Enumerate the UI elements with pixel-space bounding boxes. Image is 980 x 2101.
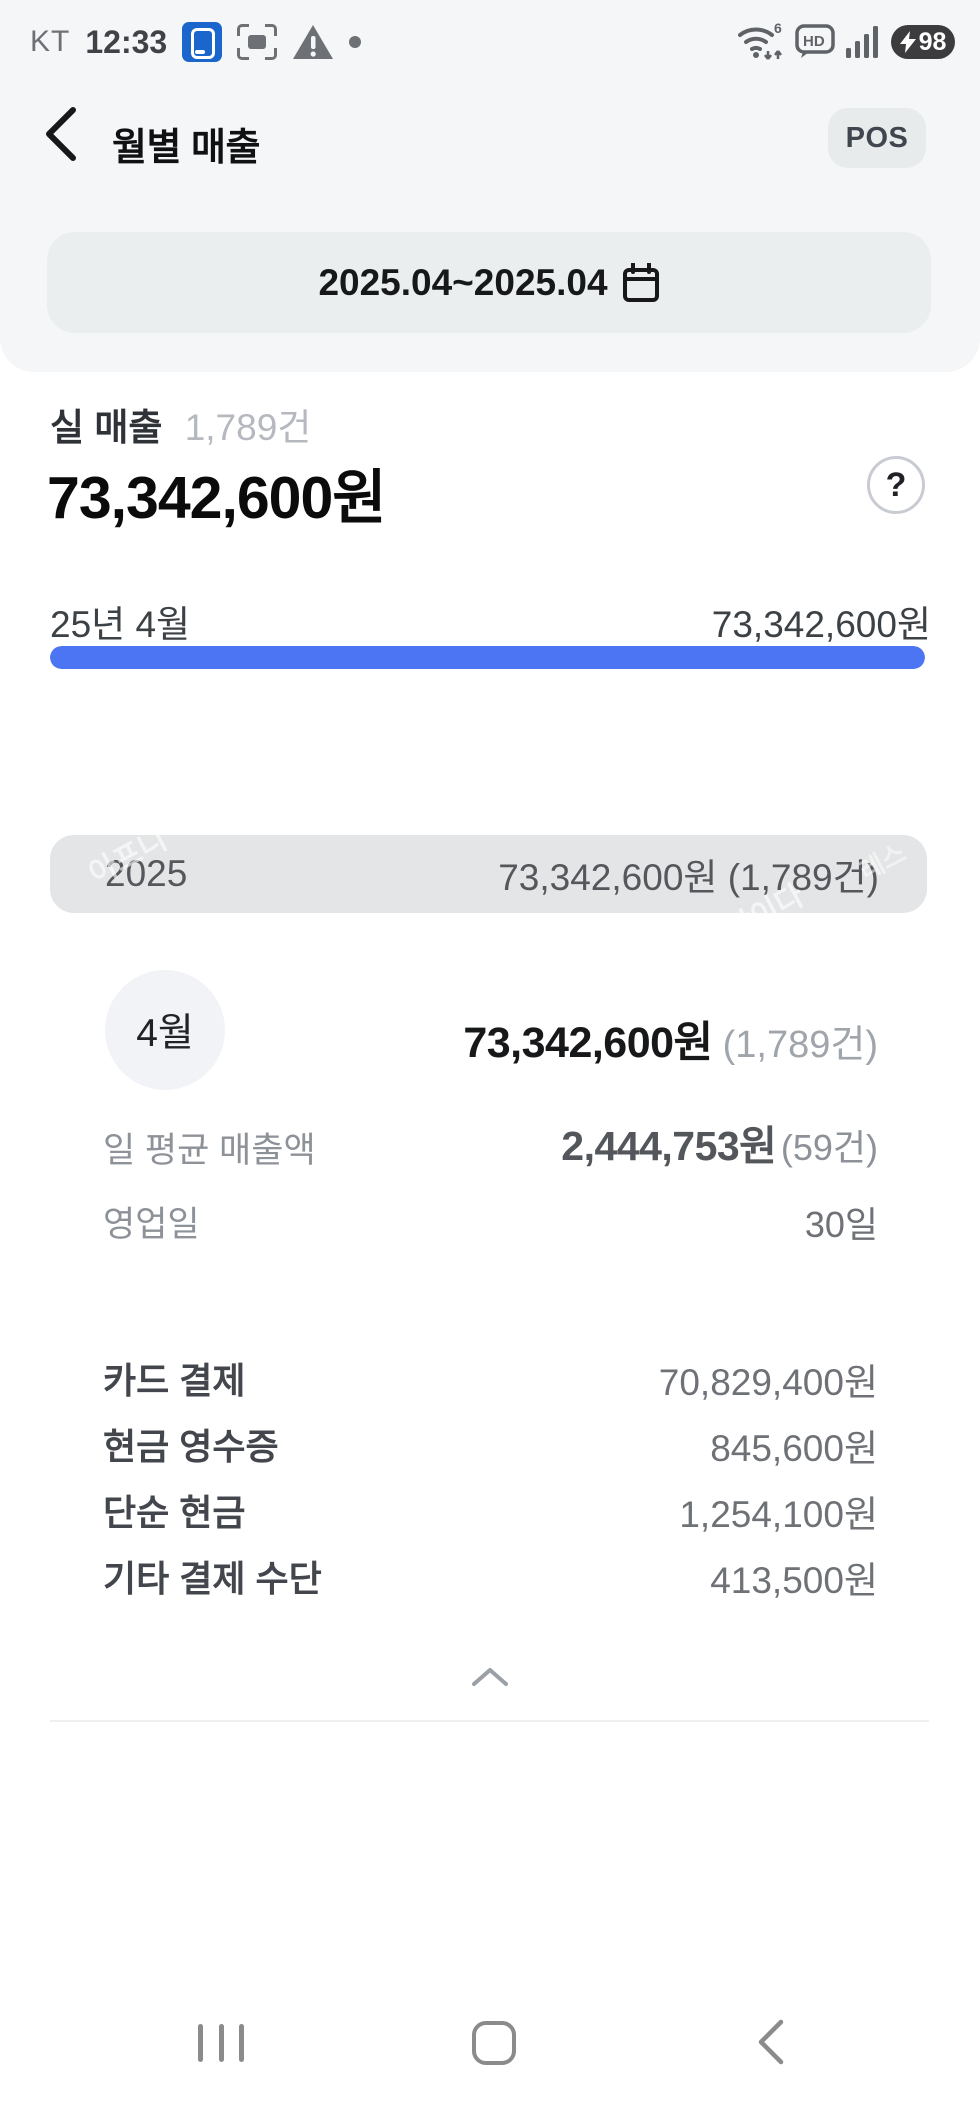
signal-strength-icon — [846, 26, 878, 58]
recent-apps-button[interactable] — [198, 2024, 244, 2062]
payment-row-value: 1,254,100원 — [679, 1494, 878, 1535]
payment-row-value: 70,829,400원 — [658, 1362, 878, 1403]
help-button[interactable]: ? — [867, 456, 925, 514]
carrier-label: KT — [30, 25, 71, 58]
notification-dot-icon — [349, 36, 362, 48]
screenshot-capture-icon — [237, 22, 278, 62]
business-days-label: 영업일 — [103, 1205, 200, 1244]
calendar-icon — [622, 262, 659, 302]
payment-row-value: 845,600원 — [710, 1428, 878, 1469]
svg-text:6: 6 — [774, 21, 782, 36]
net-sales-amount: 73,342,600원 — [47, 465, 387, 531]
payment-row-label: 기타 결제 수단 — [103, 1558, 322, 1599]
status-bar-left: KT 12:33 — [30, 20, 362, 64]
year-amount: 73,342,600원 (1,789건) — [498, 857, 879, 898]
battery-indicator: 98 — [891, 25, 955, 59]
back-chevron-icon — [46, 106, 76, 161]
net-sales-count: 1,789건 — [184, 407, 312, 448]
back-button[interactable] — [34, 104, 86, 166]
month-chip-label: 4월 — [136, 1012, 194, 1055]
date-range-label: 2025.04~2025.04 — [318, 261, 608, 303]
warning-icon — [293, 25, 334, 59]
month-amount: 73,342,600원 — [463, 1019, 713, 1067]
month-progress-label: 25년 4월 — [50, 604, 191, 645]
status-bar-right: 6 HD 98 — [738, 20, 955, 64]
year-summary-bar[interactable]: 2025 73,342,600원 (1,789건) — [50, 835, 927, 913]
payment-row-value: 413,500원 — [710, 1560, 878, 1601]
net-sales-label: 실 매출 — [50, 407, 163, 448]
home-button[interactable] — [472, 2021, 516, 2065]
payment-row-label: 카드 결제 — [103, 1360, 246, 1401]
date-range-picker[interactable]: 2025.04~2025.04 — [47, 232, 931, 333]
month-progress-row: 25년 4월 73,342,600원 — [50, 594, 931, 648]
daily-average-count: (59건) — [780, 1127, 878, 1168]
svg-text:HD: HD — [803, 33, 825, 50]
month-amount-row: 73,342,600원 (1,789건) — [463, 1008, 878, 1070]
battery-percent: 98 — [918, 27, 947, 56]
month-progress-bar — [50, 646, 925, 669]
page-title: 월별 매출 — [112, 127, 260, 169]
month-progress-amount: 73,342,600원 — [711, 604, 931, 645]
payment-row-label: 단순 현금 — [103, 1492, 246, 1533]
hd-voice-icon: HD — [795, 24, 835, 58]
payment-row-label: 현금 영수증 — [103, 1426, 279, 1467]
month-count: (1,789건) — [722, 1024, 878, 1066]
business-days-value: 30일 — [804, 1204, 878, 1245]
wifi-icon: 6 — [738, 21, 782, 60]
daily-average-value-row: 2,444,753원 (59건) — [561, 1112, 878, 1172]
chevron-up-icon — [472, 1668, 508, 1686]
month-progress-fill — [50, 646, 925, 669]
daily-average-value: 2,444,753원 — [561, 1123, 777, 1169]
section-divider — [50, 1720, 929, 1722]
charging-bolt-icon — [899, 31, 916, 53]
net-sales-heading: 실 매출 1,789건 — [50, 397, 311, 451]
nav-back-button[interactable] — [752, 2019, 788, 2067]
month-chip: 4월 — [105, 970, 225, 1090]
notification-app-icon — [182, 22, 223, 62]
question-mark-icon: ? — [885, 465, 907, 504]
collapse-button[interactable] — [452, 1652, 528, 1702]
pos-badge-button[interactable]: POS — [828, 108, 926, 168]
daily-average-label: 일 평균 매출액 — [103, 1131, 316, 1170]
nav-back-chevron-icon — [758, 2019, 784, 2065]
clock: 12:33 — [85, 23, 168, 60]
year-label: 2025 — [105, 853, 188, 894]
